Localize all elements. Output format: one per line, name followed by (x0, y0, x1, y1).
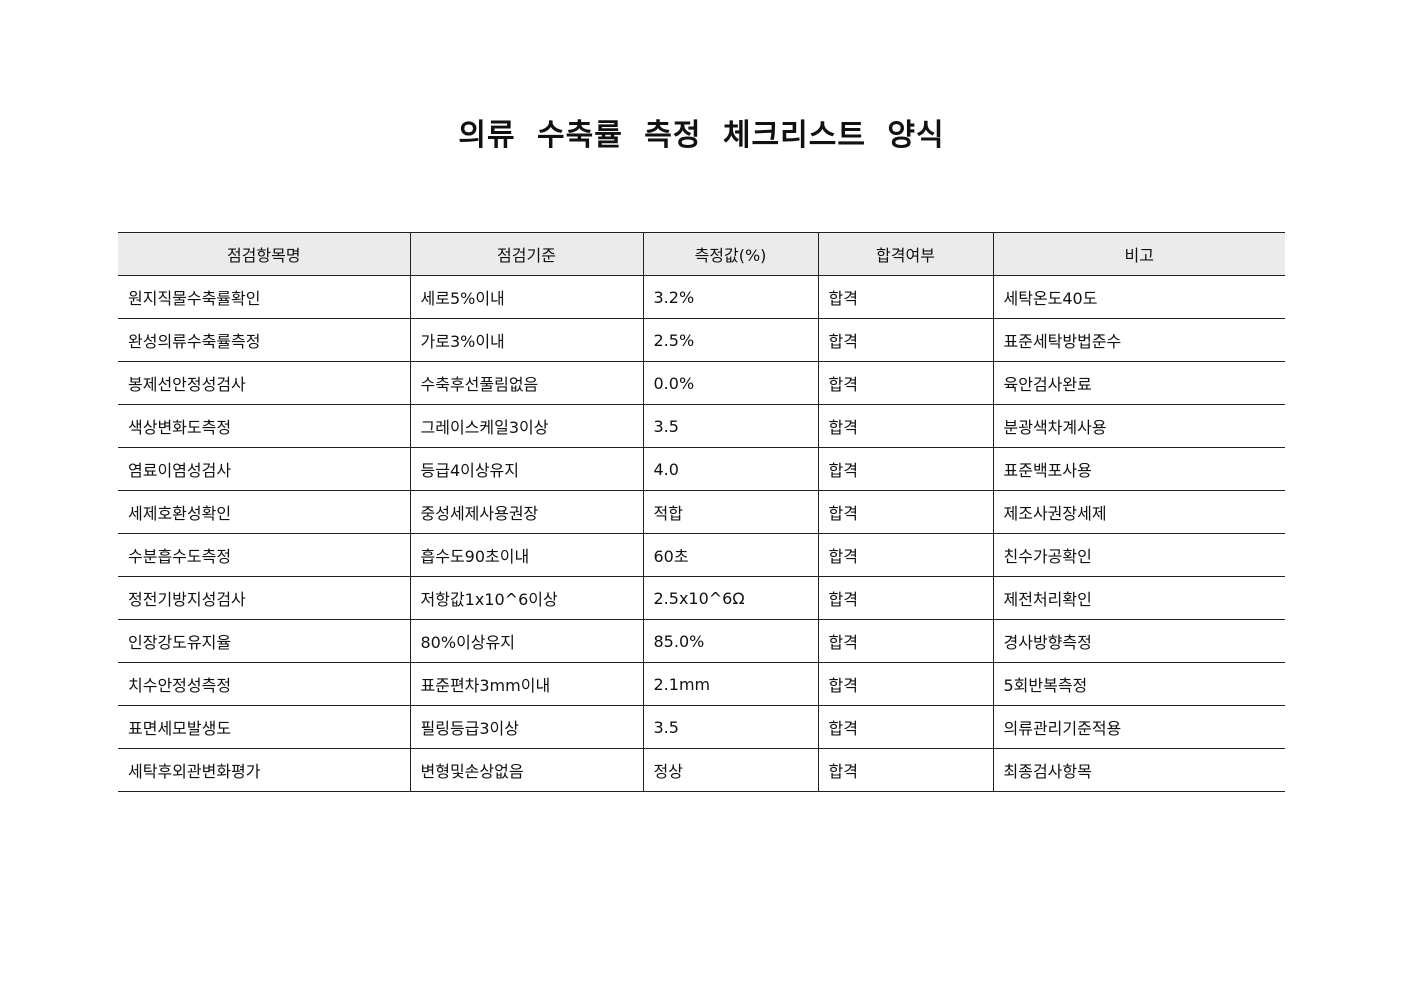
table-cell: 세로5%이내 (409, 275, 643, 319)
table-cell: 의류관리기준적용 (992, 705, 1285, 749)
table-cell: 수축후선풀림없음 (409, 361, 643, 405)
table-cell: 경사방향측정 (992, 619, 1285, 663)
table-cell: 합격 (817, 748, 993, 792)
table-cell: 그레이스케일3이상 (409, 404, 643, 448)
table-cell: 적합 (642, 490, 818, 534)
table-cell: 합격 (817, 361, 993, 405)
table-cell: 친수가공확인 (992, 533, 1285, 577)
table-cell: 합격 (817, 576, 993, 620)
table-row: 염료이염성검사 등급4이상유지 4.0 합격 표준백포사용 (118, 447, 1285, 491)
table-row: 수분흡수도측정 흡수도90초이내 60초 합격 친수가공확인 (118, 533, 1285, 577)
table-cell: 합격 (817, 619, 993, 663)
table-cell: 염료이염성검사 (118, 447, 410, 491)
table-cell: 분광색차계사용 (992, 404, 1285, 448)
table-cell: 합격 (817, 275, 993, 319)
table-cell: 세탁후외관변화평가 (118, 748, 410, 792)
table-cell: 3.5 (642, 404, 818, 448)
table-cell: 표준백포사용 (992, 447, 1285, 491)
column-header: 합격여부 (817, 232, 993, 276)
table-cell: 치수안정성측정 (118, 662, 410, 706)
table-cell: 완성의류수축률측정 (118, 318, 410, 362)
table-cell: 제조사권장세제 (992, 490, 1285, 534)
table-cell: 4.0 (642, 447, 818, 491)
table-row: 치수안정성측정 표준편차3mm이내 2.1mm 합격 5회반복측정 (118, 662, 1285, 706)
table-cell: 원지직물수축률확인 (118, 275, 410, 319)
column-header: 측정값(%) (642, 232, 818, 276)
table-row: 봉제선안정성검사 수축후선풀림없음 0.0% 합격 육안검사완료 (118, 361, 1285, 405)
table-cell: 합격 (817, 533, 993, 577)
table-row: 완성의류수축률측정 가로3%이내 2.5% 합격 표준세탁방법준수 (118, 318, 1285, 362)
table-cell: 3.5 (642, 705, 818, 749)
table-cell: 육안검사완료 (992, 361, 1285, 405)
table-cell: 수분흡수도측정 (118, 533, 410, 577)
table-row: 원지직물수축률확인 세로5%이내 3.2% 합격 세탁온도40도 (118, 275, 1285, 319)
table-cell: 합격 (817, 404, 993, 448)
table-header-row: 점검항목명 점검기준 측정값(%) 합격여부 비고 (118, 232, 1285, 276)
table-cell: 가로3%이내 (409, 318, 643, 362)
table-cell: 합격 (817, 662, 993, 706)
table-cell: 85.0% (642, 619, 818, 663)
table-cell: 색상변화도측정 (118, 404, 410, 448)
page-title: 의류 수축률 측정 체크리스트 양식 (458, 118, 945, 153)
table-cell: 80%이상유지 (409, 619, 643, 663)
table-cell: 흡수도90초이내 (409, 533, 643, 577)
table-row: 색상변화도측정 그레이스케일3이상 3.5 합격 분광색차계사용 (118, 404, 1285, 448)
table-cell: 등급4이상유지 (409, 447, 643, 491)
table-cell: 3.2% (642, 275, 818, 319)
table-cell: 인장강도유지율 (118, 619, 410, 663)
table-cell: 5회반복측정 (992, 662, 1285, 706)
table-cell: 세제호환성확인 (118, 490, 410, 534)
table-cell: 60초 (642, 533, 818, 577)
table-cell: 정전기방지성검사 (118, 576, 410, 620)
table-cell: 저항값1x10^6이상 (409, 576, 643, 620)
table-cell: 최종검사항목 (992, 748, 1285, 792)
table-cell: 2.5x10^6Ω (642, 576, 818, 620)
table-row: 세탁후외관변화평가 변형및손상없음 정상 합격 최종검사항목 (118, 748, 1285, 792)
table-cell: 세탁온도40도 (992, 275, 1285, 319)
table-cell: 봉제선안정성검사 (118, 361, 410, 405)
column-header: 점검기준 (409, 232, 643, 276)
column-header: 점검항목명 (118, 232, 410, 276)
table-cell: 변형및손상없음 (409, 748, 643, 792)
table-cell: 2.1mm (642, 662, 818, 706)
table-cell: 제전처리확인 (992, 576, 1285, 620)
table-row: 세제호환성확인 중성세제사용권장 적합 합격 제조사권장세제 (118, 490, 1285, 534)
table-row: 정전기방지성검사 저항값1x10^6이상 2.5x10^6Ω 합격 제전처리확인 (118, 576, 1285, 620)
table-cell: 2.5% (642, 318, 818, 362)
table-cell: 표준편차3mm이내 (409, 662, 643, 706)
table-row: 인장강도유지율 80%이상유지 85.0% 합격 경사방향측정 (118, 619, 1285, 663)
table-cell: 표준세탁방법준수 (992, 318, 1285, 362)
column-header: 비고 (992, 232, 1285, 276)
table-cell: 합격 (817, 490, 993, 534)
table-cell: 정상 (642, 748, 818, 792)
table-cell: 합격 (817, 447, 993, 491)
table-cell: 중성세제사용권장 (409, 490, 643, 534)
table-row: 표면세모발생도 필링등급3이상 3.5 합격 의류관리기준적용 (118, 705, 1285, 749)
table-cell: 필링등급3이상 (409, 705, 643, 749)
table-cell: 합격 (817, 705, 993, 749)
table-cell: 0.0% (642, 361, 818, 405)
checklist-table: 점검항목명 점검기준 측정값(%) 합격여부 비고 원지직물수축률확인 세로5%이내 3.2… (118, 232, 1285, 792)
table-cell: 합격 (817, 318, 993, 362)
table-cell: 표면세모발생도 (118, 705, 410, 749)
